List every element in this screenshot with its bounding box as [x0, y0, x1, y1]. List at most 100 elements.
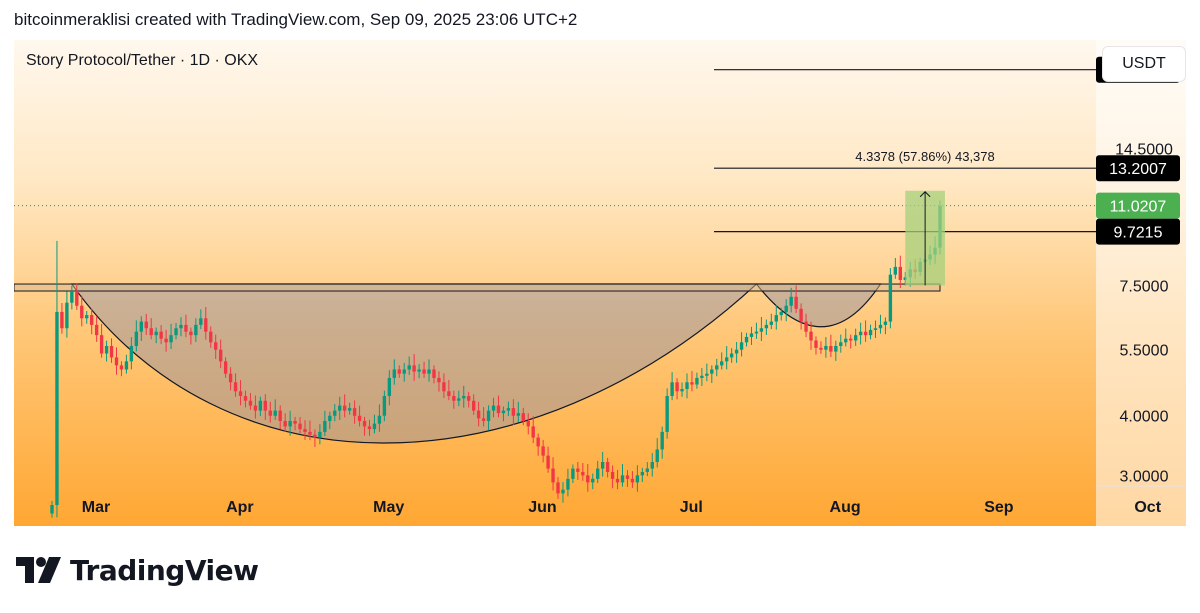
candle-body	[853, 335, 858, 341]
candle-body	[159, 331, 163, 339]
candle-body	[809, 331, 813, 341]
candle	[139, 316, 143, 342]
candle-body	[313, 434, 317, 438]
candle-body	[759, 328, 764, 332]
candle	[700, 368, 704, 386]
candle-body	[134, 331, 139, 346]
candle-body	[55, 311, 59, 506]
candle-body	[65, 302, 69, 329]
candle	[556, 477, 560, 499]
candle	[333, 404, 337, 422]
candle-body	[898, 266, 902, 280]
currency-button[interactable]: USDT	[1102, 46, 1186, 82]
candle	[571, 464, 575, 484]
candle	[724, 346, 729, 370]
candle	[303, 420, 307, 440]
candle-body	[452, 395, 456, 401]
candle-body	[338, 405, 342, 411]
candle	[184, 314, 188, 338]
candle-body	[496, 405, 501, 414]
candle	[65, 291, 69, 338]
candle-body	[392, 369, 396, 378]
candle	[263, 394, 268, 420]
candle-body	[377, 415, 382, 424]
candle	[218, 339, 223, 369]
candle-body	[387, 377, 392, 396]
candle	[511, 399, 516, 426]
candle-body	[75, 291, 79, 306]
candle	[397, 365, 401, 378]
candle	[402, 362, 406, 382]
cup-and-handle-shape	[70, 283, 882, 444]
candle-body	[90, 315, 94, 325]
x-tick-label: Jun	[528, 499, 556, 516]
candle-body	[566, 478, 570, 490]
candle-body	[50, 505, 54, 514]
candle-body	[491, 405, 496, 411]
candle	[596, 460, 600, 484]
candle-body	[630, 478, 635, 483]
candle	[268, 401, 272, 423]
chart-area[interactable]: 4.3378 (57.86%) 43,378 3.0000 4.0000 5.500…	[14, 40, 1186, 526]
candlestick-chart[interactable]: 4.3378 (57.86%) 43,378 3.0000 4.0000 5.500…	[14, 40, 1186, 526]
candle-body	[625, 475, 630, 479]
candle	[377, 404, 382, 432]
candle	[625, 470, 630, 487]
candle	[804, 313, 808, 338]
candle	[551, 457, 555, 491]
candle-body	[427, 369, 431, 374]
candle-body	[551, 468, 555, 483]
chart-attribution: bitcoinmeraklisi created with TradingVie…	[14, 10, 578, 29]
candle-body	[288, 420, 292, 427]
candle	[620, 464, 625, 487]
candle	[313, 429, 317, 447]
candle-body	[437, 377, 441, 383]
candle	[283, 413, 287, 432]
candle-body	[164, 338, 168, 343]
candle	[506, 401, 511, 417]
candle	[273, 399, 277, 420]
tradingview-wordmark: TradingView	[70, 553, 259, 587]
candle	[94, 315, 99, 342]
candle-body	[323, 420, 327, 432]
tradingview-logo[interactable]: TradingView	[16, 552, 259, 588]
candle	[541, 439, 545, 463]
candle	[670, 372, 674, 401]
candle	[462, 385, 466, 408]
price-level-label: 13.2007	[1109, 161, 1167, 178]
candle-body	[124, 361, 129, 370]
candle	[308, 420, 312, 441]
candle	[452, 390, 456, 409]
candle	[382, 390, 387, 422]
candle-body	[596, 468, 600, 479]
candle-body	[670, 382, 674, 396]
candle	[705, 363, 709, 382]
candle	[496, 395, 501, 418]
candle-body	[873, 328, 878, 330]
candle-body	[858, 331, 863, 336]
candle	[457, 390, 461, 407]
measure-arrowhead	[919, 191, 931, 198]
candle-body	[70, 291, 74, 303]
candle	[878, 314, 883, 334]
candle	[784, 299, 788, 322]
candle-body	[695, 377, 699, 385]
candle	[278, 405, 282, 430]
candle-body	[85, 315, 89, 319]
candle	[769, 313, 774, 330]
candle-body	[273, 410, 277, 416]
candle-body	[243, 395, 248, 401]
candle-body	[263, 400, 268, 411]
candle-body	[174, 328, 178, 336]
candle-body	[154, 331, 158, 336]
candle-body	[233, 382, 238, 392]
candle-body	[328, 415, 332, 421]
candle-body	[228, 373, 233, 383]
candle-body	[576, 468, 580, 472]
candle	[680, 382, 684, 397]
candle	[238, 380, 243, 406]
candle	[799, 303, 803, 330]
candle	[248, 393, 253, 410]
candle-body	[248, 400, 253, 406]
candle-body	[357, 415, 362, 421]
